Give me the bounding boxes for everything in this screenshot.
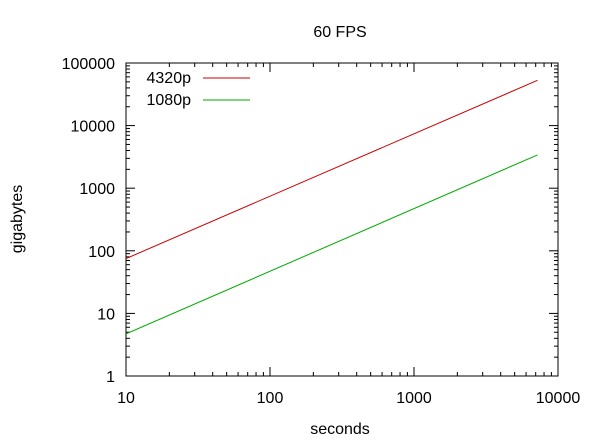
- legend-label-1080p: 1080p: [147, 92, 192, 109]
- plot-frame: [125, 62, 559, 377]
- y-tick-label: 10: [97, 306, 115, 323]
- y-tick-label: 10000: [71, 119, 116, 136]
- x-axis-label: seconds: [310, 421, 370, 438]
- legend: 4320p 1080p: [147, 70, 250, 109]
- series-group: [125, 79, 538, 335]
- y-tick-label: 100: [88, 244, 115, 261]
- chart-title: 60 FPS: [313, 24, 366, 41]
- y-axis-label: gigabytes: [9, 185, 26, 254]
- y-tick-label: 100000: [62, 56, 115, 73]
- x-tick-label: 10: [117, 390, 135, 407]
- series-line-4320p: [125, 79, 538, 260]
- x-tick-label: 100: [257, 390, 284, 407]
- x-tick-label: 10000: [536, 390, 581, 407]
- y-tick-label: 1000: [79, 181, 115, 198]
- x-tick-label: 1000: [396, 390, 432, 407]
- series-line-1080p: [125, 154, 538, 335]
- x-axis: 10 100 1000 10000: [117, 63, 580, 407]
- y-axis: 1 10 100 1000 10000 100000: [62, 56, 558, 386]
- legend-label-4320p: 4320p: [147, 70, 192, 87]
- y-tick-label: 1: [106, 369, 115, 386]
